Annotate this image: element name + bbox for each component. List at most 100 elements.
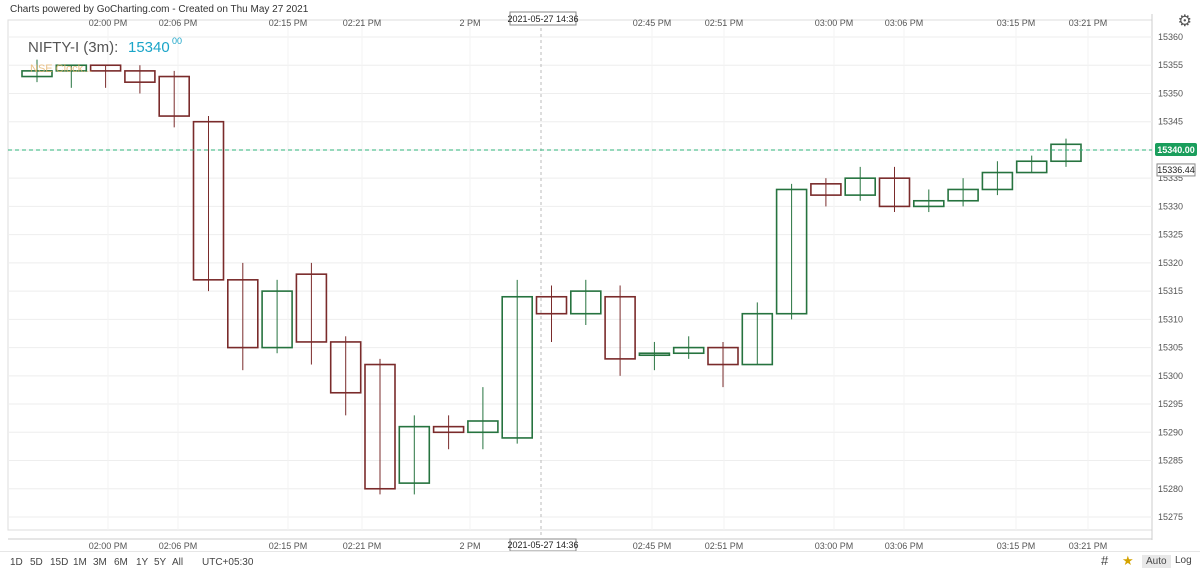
candle-body bbox=[261, 290, 293, 349]
candle-body bbox=[912, 199, 945, 208]
y-tick-label: 15295 bbox=[1158, 399, 1183, 409]
x-tick-label-top: 02:06 PM bbox=[159, 18, 198, 28]
candle-body bbox=[89, 64, 122, 72]
y-tick-label: 15305 bbox=[1158, 343, 1183, 353]
candle-body bbox=[810, 183, 842, 196]
y-tick-label: 15280 bbox=[1158, 484, 1183, 494]
candle-body bbox=[501, 295, 534, 439]
y-tick-label: 15290 bbox=[1158, 427, 1183, 437]
candle-body bbox=[124, 70, 156, 83]
current-price-badge bbox=[1155, 142, 1197, 156]
y-tick-label: 15315 bbox=[1158, 286, 1183, 296]
x-tick-label-top: 02:45 PM bbox=[633, 18, 672, 28]
x-tick-label-bottom: 02:45 PM bbox=[633, 541, 672, 551]
x-tick-label-top: 02:21 PM bbox=[343, 18, 382, 28]
y-tick-label: 15310 bbox=[1158, 314, 1183, 324]
candle-body bbox=[947, 188, 979, 202]
candle-body bbox=[158, 75, 190, 117]
y-tick-label: 15300 bbox=[1158, 371, 1183, 381]
x-tick-label-top: 2 PM bbox=[459, 18, 480, 28]
chart-watermark: NSE Clock... bbox=[30, 63, 92, 75]
crosshair-time-box-top bbox=[509, 11, 577, 26]
x-tick-label-top: 03:06 PM bbox=[885, 18, 924, 28]
candle-body bbox=[672, 346, 705, 355]
y-tick-label: 15355 bbox=[1158, 60, 1183, 70]
candle-body bbox=[638, 352, 671, 357]
candle-body bbox=[55, 64, 88, 72]
x-tick-label-top: 02:51 PM bbox=[705, 18, 744, 28]
candle-body bbox=[844, 177, 877, 196]
y-tick-label: 15335 bbox=[1158, 173, 1183, 183]
x-tick-label-bottom: 02:06 PM bbox=[159, 541, 198, 551]
cursor-price-label: 15336.44 bbox=[1157, 165, 1195, 175]
timeframe-15d[interactable]: 15D bbox=[50, 557, 69, 568]
x-tick-label-top: 03:21 PM bbox=[1069, 18, 1108, 28]
candle-body bbox=[227, 279, 259, 349]
footprint-chart[interactable]: 15360 15355 15350 15345 15340 15335 15330 15325… bbox=[0, 0, 1200, 551]
bottom-toolbar: 1D 5D 15D 1M 3M 6M 1Y 5Y All UTC+05:30 #… bbox=[0, 551, 1200, 572]
timezone-label[interactable]: UTC+05:30 bbox=[202, 557, 254, 568]
chart-title-price: 15340 bbox=[128, 39, 170, 56]
star-icon[interactable]: ★ bbox=[1122, 553, 1134, 568]
candle-body bbox=[569, 290, 602, 315]
crosshair-time-label-bottom: 2021-05-27 14:36 bbox=[507, 540, 578, 550]
candle-body bbox=[432, 425, 465, 434]
candle-body bbox=[535, 295, 568, 315]
x-tick-label-bottom: 03:00 PM bbox=[815, 541, 854, 551]
x-tick-label-bottom: 03:15 PM bbox=[997, 541, 1036, 551]
candle-body bbox=[295, 273, 328, 343]
candle-body bbox=[775, 188, 808, 315]
timeframe-3m[interactable]: 3M bbox=[93, 557, 107, 568]
crosshair-time-label-top: 2021-05-27 14:36 bbox=[507, 14, 578, 24]
y-tick-label: 15285 bbox=[1158, 456, 1183, 466]
x-tick-label-bottom: 02:00 PM bbox=[89, 541, 128, 551]
chart-title-price-sup: 00 bbox=[172, 36, 182, 46]
candle-body bbox=[707, 346, 739, 366]
candle-body bbox=[192, 120, 225, 281]
y-tick-label: 15330 bbox=[1158, 201, 1183, 211]
candle-body bbox=[1050, 143, 1082, 163]
candle-body bbox=[398, 425, 431, 484]
x-tick-label-top: 02:00 PM bbox=[89, 18, 128, 28]
x-tick-label-bottom: 02:15 PM bbox=[269, 541, 308, 551]
x-tick-label-bottom: 02:21 PM bbox=[343, 541, 382, 551]
y-tick-label: 15325 bbox=[1158, 230, 1183, 240]
auto-scale-button[interactable]: Auto bbox=[1142, 555, 1171, 568]
timeframe-1y[interactable]: 1Y bbox=[136, 557, 149, 568]
candle-body bbox=[741, 312, 774, 366]
y-tick-label: 15350 bbox=[1158, 88, 1183, 98]
x-tick-label-bottom: 2 PM bbox=[459, 541, 480, 551]
plot-area bbox=[7, 19, 1153, 531]
candle-body bbox=[329, 341, 362, 394]
chart-title-symbol: NIFTY-I (3m): bbox=[28, 39, 118, 56]
x-tick-label-top: 02:15 PM bbox=[269, 18, 308, 28]
current-price-label: 15340.00 bbox=[1157, 145, 1195, 155]
chart-credit: Charts powered by GoCharting.com - Creat… bbox=[10, 4, 309, 15]
timeframe-5y[interactable]: 5Y bbox=[154, 557, 167, 568]
crosshair-time-box-bottom bbox=[509, 538, 577, 551]
x-tick-label-bottom: 03:06 PM bbox=[885, 541, 924, 551]
timeframe-5d[interactable]: 5D bbox=[30, 557, 43, 568]
timeframe-6m[interactable]: 6M bbox=[114, 557, 128, 568]
timeframe-1m[interactable]: 1M bbox=[73, 557, 87, 568]
candle-body bbox=[21, 70, 53, 78]
candle-body bbox=[878, 177, 911, 208]
candle-body bbox=[1015, 160, 1048, 174]
candle-body bbox=[981, 171, 1014, 191]
cursor-price-badge bbox=[1156, 163, 1196, 177]
y-tick-label: 15345 bbox=[1158, 117, 1183, 127]
candle-body bbox=[467, 420, 499, 434]
timeframe-1d[interactable]: 1D bbox=[10, 557, 23, 568]
log-scale-button[interactable]: Log bbox=[1175, 555, 1192, 566]
candle-body bbox=[604, 295, 636, 360]
x-tick-label-bottom: 02:51 PM bbox=[705, 541, 744, 551]
x-tick-label-top: 03:00 PM bbox=[815, 18, 854, 28]
y-tick-label: 15360 bbox=[1158, 32, 1183, 42]
y-tick-label: 15275 bbox=[1158, 512, 1183, 522]
candle-body bbox=[364, 363, 396, 490]
timeframe-all[interactable]: All bbox=[172, 557, 184, 568]
settings-gear-icon[interactable]: ⚙ bbox=[1177, 13, 1192, 30]
x-tick-label-top: 03:15 PM bbox=[997, 18, 1036, 28]
grid-icon[interactable]: # bbox=[1101, 553, 1109, 568]
x-tick-label-bottom: 03:21 PM bbox=[1069, 541, 1108, 551]
